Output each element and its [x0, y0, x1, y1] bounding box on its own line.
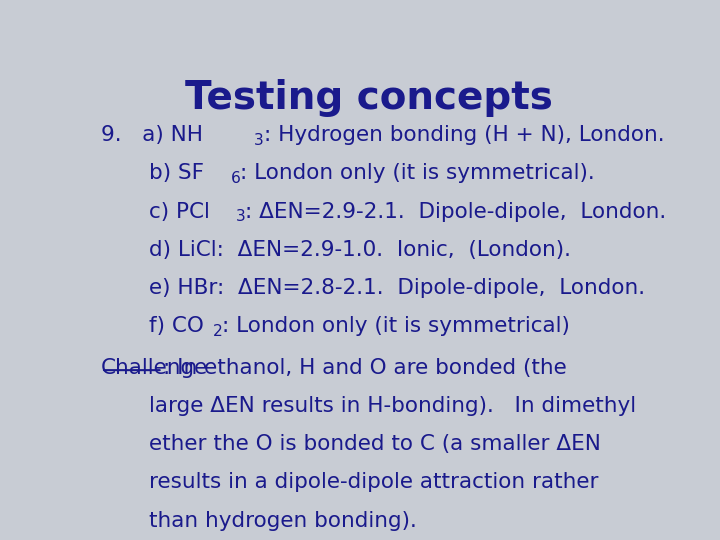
- Text: 3: 3: [254, 133, 264, 147]
- Text: : ΔEN=2.9-2.1.  Dipole-dipole,  London.: : ΔEN=2.9-2.1. Dipole-dipole, London.: [245, 201, 666, 221]
- Text: e) HBr:  ΔEN=2.8-2.1.  Dipole-dipole,  London.: e) HBr: ΔEN=2.8-2.1. Dipole-dipole, Lond…: [148, 278, 644, 298]
- Text: Testing concepts: Testing concepts: [185, 79, 553, 117]
- Text: results in a dipole-dipole attraction rather: results in a dipole-dipole attraction ra…: [148, 472, 598, 492]
- Text: 6: 6: [230, 171, 240, 186]
- Text: large ΔEN results in H-bonding).   In dimethyl: large ΔEN results in H-bonding). In dime…: [148, 396, 636, 416]
- Text: c) PCl: c) PCl: [148, 201, 210, 221]
- Text: : London only (it is symmetrical): : London only (it is symmetrical): [222, 316, 570, 336]
- Text: : Hydrogen bonding (H + N), London.: : Hydrogen bonding (H + N), London.: [264, 125, 665, 145]
- Text: 9.   a) NH: 9. a) NH: [101, 125, 203, 145]
- Text: ether the O is bonded to C (a smaller ΔEN: ether the O is bonded to C (a smaller ΔE…: [148, 434, 600, 454]
- Text: f) CO: f) CO: [148, 316, 204, 336]
- Text: Challenge: Challenge: [101, 357, 208, 377]
- Text: d) LiCl:  ΔEN=2.9-1.0.  Ionic,  (London).: d) LiCl: ΔEN=2.9-1.0. Ionic, (London).: [148, 240, 570, 260]
- Text: 2: 2: [213, 324, 222, 339]
- Text: b) SF: b) SF: [148, 163, 204, 184]
- Text: : London only (it is symmetrical).: : London only (it is symmetrical).: [240, 163, 594, 184]
- Text: than hydrogen bonding).: than hydrogen bonding).: [148, 511, 416, 531]
- Text: 3: 3: [235, 209, 246, 224]
- Text: : In ethanol, H and O are bonded (the: : In ethanol, H and O are bonded (the: [163, 357, 567, 377]
